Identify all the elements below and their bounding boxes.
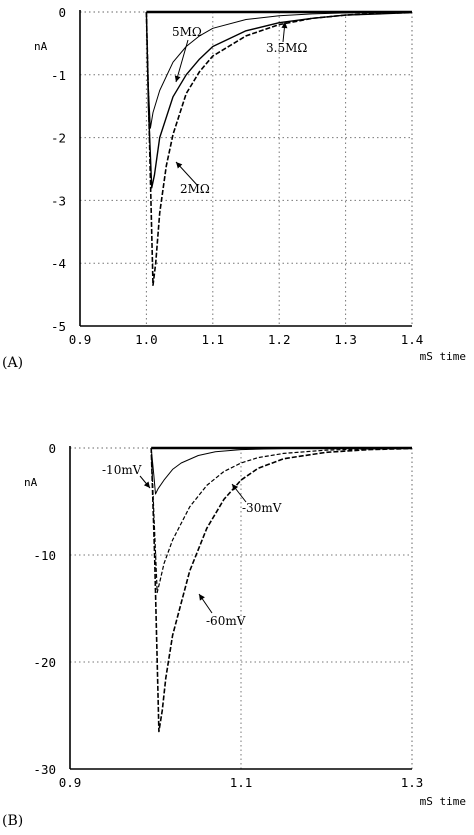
y-tick-label: -10: [33, 548, 56, 563]
series-annotation: -10mV: [102, 463, 142, 477]
y-tick-label: -2: [51, 131, 66, 146]
series-line-2: [150, 447, 413, 733]
x-tick-label: 0.9: [59, 775, 82, 790]
series-line-2: [145, 11, 413, 287]
x-tick-label: 1.3: [334, 332, 357, 347]
y-tick-label: 0: [48, 441, 56, 456]
series-annotation: 5MΩ: [172, 25, 202, 39]
series-annotation: 2MΩ: [180, 182, 210, 196]
y-tick-label: -30: [33, 762, 56, 777]
panel-b: 0.9 1.1 1.3 0 -10 -20 -30 -10mV -30mV -60mV nA mS t…: [2, 441, 466, 829]
series-line-0: [145, 11, 413, 129]
series-annotation: -60mV: [206, 614, 246, 628]
series-annotation: -30mV: [242, 501, 282, 515]
x-tick-label: 1.1: [202, 332, 225, 347]
y-tick-label: -20: [33, 655, 56, 670]
annotation-arrowhead: [281, 22, 288, 29]
x-tick-label: 1.3: [401, 775, 424, 790]
x-tick-label: 1.0: [135, 332, 158, 347]
annotation-arrowhead: [143, 481, 150, 488]
y-tick-label: -4: [51, 256, 66, 271]
y-axis-label: nA: [34, 40, 48, 53]
panel-a: 0.9 1.0 1.1 1.2 1.3 1.4 0 -1 -2 -3 -4 -5 5MΩ 3.5MΩ 2MΩ…: [2, 5, 466, 371]
annotation-arrowhead: [199, 594, 205, 601]
annotation-arrow: [175, 39, 189, 83]
series-line-0: [150, 447, 413, 495]
series-line-1: [150, 447, 413, 594]
x-tick-label: 1.1: [230, 775, 253, 790]
y-axis-label: nA: [24, 476, 38, 489]
x-axis-label: mS time: [420, 350, 466, 363]
x-tick-label: 1.2: [268, 332, 291, 347]
y-tick-label: -3: [51, 193, 66, 208]
y-tick-label: 0: [58, 5, 66, 20]
series-annotation: 3.5MΩ: [266, 41, 307, 55]
y-tick-label: -1: [51, 68, 66, 83]
annotation-arrowhead: [174, 75, 181, 82]
annotation-arrowhead: [176, 162, 183, 169]
x-axis-label: mS time: [420, 795, 466, 808]
panel-label: (B): [2, 813, 23, 829]
x-tick-label: 1.4: [401, 332, 424, 347]
x-tick-label: 0.9: [69, 332, 92, 347]
annotation-arrowhead: [232, 484, 239, 491]
panel-label: (A): [2, 355, 23, 371]
y-tick-label: -5: [51, 319, 66, 334]
